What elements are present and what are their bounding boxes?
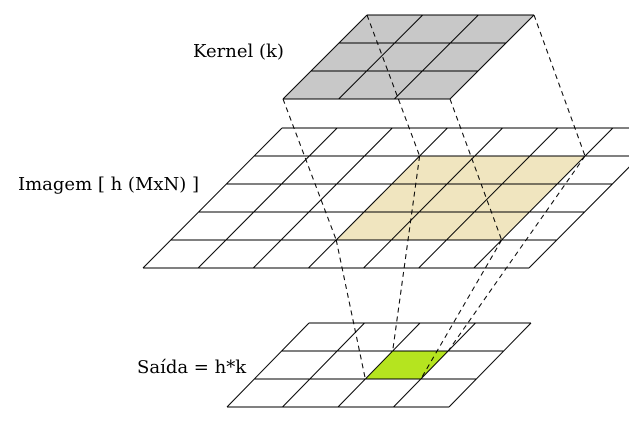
kernel-grid-fill: [283, 15, 535, 99]
grid-lines: [142, 14, 629, 408]
output-highlight-cell: [365, 351, 449, 379]
image-col-line: [473, 127, 614, 269]
output-label: Saída = h*k: [137, 357, 247, 378]
image-col-line: [528, 166, 629, 269]
kernel-projection-line: [282, 98, 337, 241]
output-col-line: [282, 322, 365, 408]
image-col-line: [142, 127, 283, 269]
kernel-col-line: [449, 14, 535, 100]
image-col-line: [197, 127, 338, 269]
output-col-line: [448, 322, 532, 408]
output-projection-line: [335, 239, 366, 380]
image-highlight-region: [336, 156, 586, 240]
image-col-line: [252, 127, 393, 269]
kernel-label: Kernel (k): [193, 41, 284, 62]
output-col-line: [226, 322, 310, 408]
kernel-col-line: [338, 14, 424, 100]
image-col-line: [363, 127, 503, 269]
kernel-col-line: [393, 14, 479, 100]
output-projection-line: [392, 155, 421, 352]
output-projection-line: [420, 239, 503, 380]
kernel-projection-line: [366, 14, 421, 157]
image-col-line: [418, 127, 559, 269]
kernel-projection-line: [533, 14, 586, 157]
image-label: Imagem [ h (MxN) ]: [18, 174, 199, 195]
kernel-col-line: [282, 14, 368, 100]
output-col-line: [393, 322, 476, 408]
projection-lines: [282, 14, 586, 380]
kernel-projection-line: [449, 98, 503, 241]
output-projection-line: [447, 155, 586, 352]
output-col-line: [337, 322, 421, 408]
image-col-line: [308, 127, 448, 269]
